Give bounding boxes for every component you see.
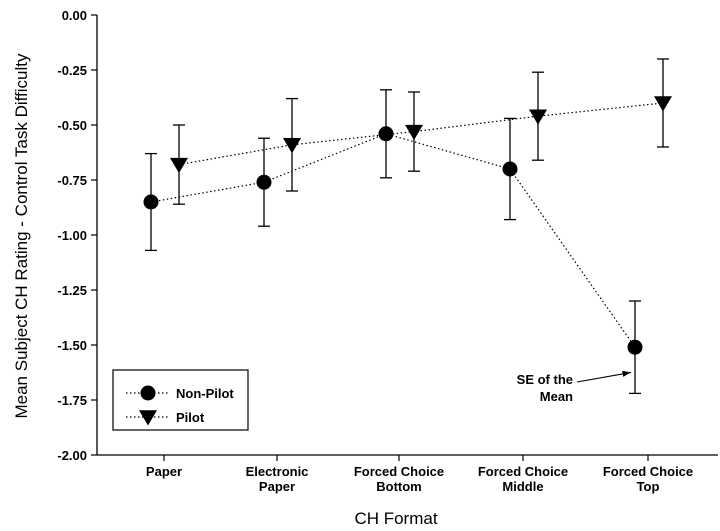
se-annotation: SE of the Mean xyxy=(517,370,632,404)
data-point xyxy=(283,138,301,154)
data-point xyxy=(529,109,547,125)
y-tick-label: -2.00 xyxy=(57,448,87,463)
x-tick-label-line: Paper xyxy=(146,464,182,479)
x-tick-label-line: Middle xyxy=(502,479,543,494)
data-point xyxy=(654,96,672,112)
x-tick-label: Electronic Paper xyxy=(246,464,309,494)
annotation-arrowhead xyxy=(622,370,631,377)
legend-label: Pilot xyxy=(176,410,205,425)
data-point xyxy=(405,124,423,141)
x-tick-label-line: Forced Choice xyxy=(603,464,693,479)
x-tick-label: Forced Choice Top xyxy=(603,464,693,494)
y-tick-label: -0.50 xyxy=(57,118,87,133)
y-axis-title: Mean Subject CH Rating - Control Task Di… xyxy=(12,53,31,419)
x-tick-label-line: Top xyxy=(637,479,660,494)
series-line xyxy=(150,133,636,348)
annotation-text: SE of the Mean xyxy=(517,372,573,404)
y-tick-label: -1.00 xyxy=(57,228,87,243)
legend-item: Non-Pilot xyxy=(126,385,234,401)
legend-marker xyxy=(140,385,156,401)
series-group xyxy=(143,58,672,395)
data-point xyxy=(502,161,518,177)
annotation-text-line: Mean xyxy=(540,389,573,404)
y-axis-ticks: 0.00 -0.25 -0.50 -0.75 -1.00 -1.25 -1.50 -1.75 -… xyxy=(57,8,97,463)
legend: Non-Pilot Pilot xyxy=(112,369,249,431)
series-non-pilot xyxy=(143,89,643,395)
y-tick-label: -1.25 xyxy=(57,283,87,298)
legend-label: Non-Pilot xyxy=(176,386,234,401)
x-tick-label-line: Bottom xyxy=(376,479,422,494)
annotation-arrow xyxy=(576,371,632,383)
y-tick-label: -1.75 xyxy=(57,393,87,408)
legend-item: Pilot xyxy=(126,410,205,426)
x-tick-label-line: Electronic xyxy=(246,464,309,479)
x-tick-label-line: Forced Choice xyxy=(354,464,444,479)
x-axis-title: CH Format xyxy=(354,509,437,528)
data-point xyxy=(170,157,188,174)
x-tick-label-line: Forced Choice xyxy=(478,464,568,479)
x-tick-label: Paper xyxy=(146,464,182,479)
data-point xyxy=(378,126,394,142)
y-tick-label: -0.75 xyxy=(57,173,87,188)
series-pilot xyxy=(170,58,672,205)
annotation-text-line: SE of the xyxy=(517,372,573,387)
legend-marker xyxy=(139,410,157,426)
y-tick-label: 0.00 xyxy=(62,8,87,23)
data-point xyxy=(143,194,159,210)
data-point xyxy=(256,174,272,190)
x-tick-label: Forced Choice Middle xyxy=(478,464,568,494)
x-tick-label: Forced Choice Bottom xyxy=(354,464,444,494)
x-tick-label-line: Paper xyxy=(259,479,295,494)
series-line xyxy=(178,102,664,166)
data-point xyxy=(627,339,643,355)
y-tick-label: -0.25 xyxy=(57,63,87,78)
legend-box xyxy=(112,369,249,431)
y-tick-label: -1.50 xyxy=(57,338,87,353)
